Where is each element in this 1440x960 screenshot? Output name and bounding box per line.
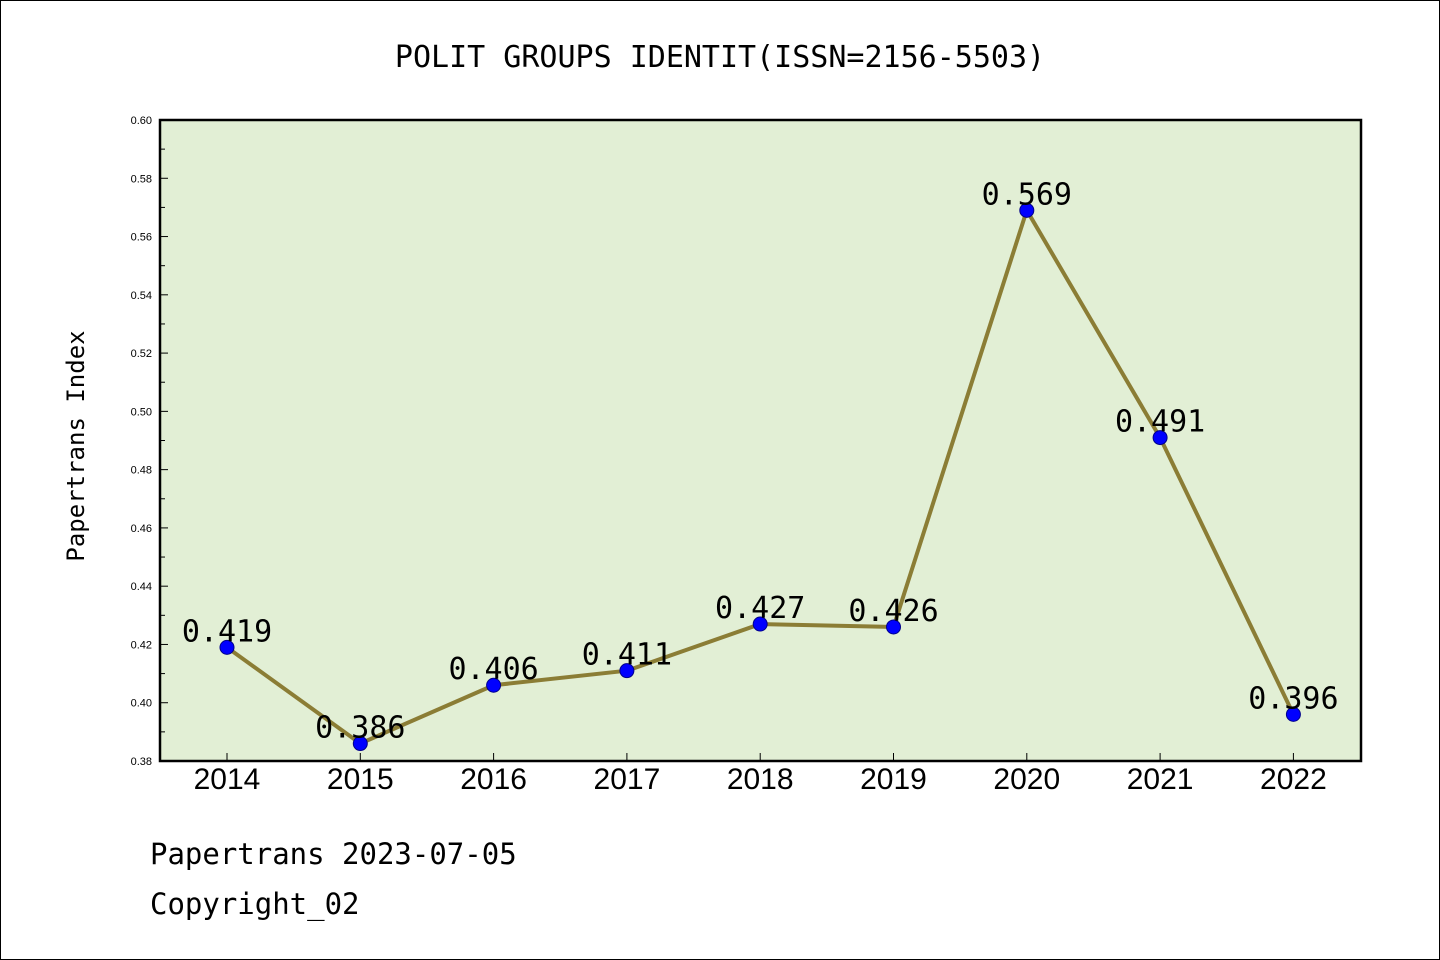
x-tick-label: 2017 (594, 763, 661, 796)
x-tick-label: 2015 (327, 763, 394, 796)
y-tick-label: 0.44 (131, 581, 152, 593)
y-tick-label: 0.48 (131, 465, 152, 477)
data-point-marker (619, 663, 635, 679)
x-axis: 2014 2015 2016 2017 2018 2019 2020 2021 2022 (194, 753, 1327, 796)
x-tick-label: 2016 (460, 763, 527, 796)
data-label: 0.426 (848, 594, 938, 629)
data-label: 0.396 (1248, 681, 1338, 716)
data-point-marker (352, 736, 368, 752)
x-tick-label: 2019 (860, 763, 927, 796)
data-label: 0.411 (582, 638, 672, 673)
y-tick-label: 0.50 (131, 406, 152, 418)
x-tick-label: 2022 (1260, 763, 1327, 796)
x-tick-label: 2018 (727, 763, 794, 796)
data-label: 0.419 (182, 614, 272, 649)
data-point-marker (219, 639, 235, 655)
y-tick-label: 0.60 (131, 115, 152, 127)
y-tick-label: 0.58 (131, 173, 152, 185)
data-label: 0.491 (1115, 405, 1205, 440)
data-label: 0.569 (982, 177, 1072, 212)
y-tick-label: 0.46 (131, 523, 152, 535)
data-label: 0.386 (315, 711, 405, 746)
y-tick-label: 0.40 (131, 698, 152, 710)
y-tick-label: 0.54 (131, 290, 152, 302)
plot-area (160, 120, 1361, 761)
x-tick-label: 2014 (194, 763, 261, 796)
y-tick-label: 0.42 (131, 639, 152, 651)
data-point-marker (1285, 706, 1301, 722)
y-axis-label: Papertrans Index (62, 330, 90, 561)
series-line-group (219, 202, 1301, 752)
data-point-marker (1019, 202, 1035, 218)
y-axis: 0.38 0.40 0.42 0.44 0.46 0.48 0.50 0.52 0.54 0.56… (131, 115, 168, 768)
plot-border (158, 118, 1363, 763)
data-point-marker (486, 677, 502, 693)
data-labels: 0.419 0.386 0.406 0.411 0.427 0.426 0.569 0.491… (182, 177, 1339, 745)
x-tick-label: 2021 (1127, 763, 1194, 796)
y-tick-label: 0.56 (131, 232, 152, 244)
footer-date: Papertrans 2023-07-05 (150, 837, 517, 871)
y-tick-label: 0.52 (131, 348, 152, 360)
chart-title: POLIT GROUPS IDENTIT(ISSN=2156-5503) (395, 40, 1045, 75)
data-point-marker (886, 619, 901, 635)
y-tick-label: 0.38 (131, 756, 152, 768)
data-point-marker (1152, 430, 1168, 446)
data-label: 0.427 (715, 591, 805, 626)
footer-copyright: Copyright_02 (150, 887, 360, 922)
data-point-marker (752, 616, 768, 632)
x-tick-label: 2020 (993, 763, 1060, 796)
data-label: 0.406 (448, 652, 538, 687)
